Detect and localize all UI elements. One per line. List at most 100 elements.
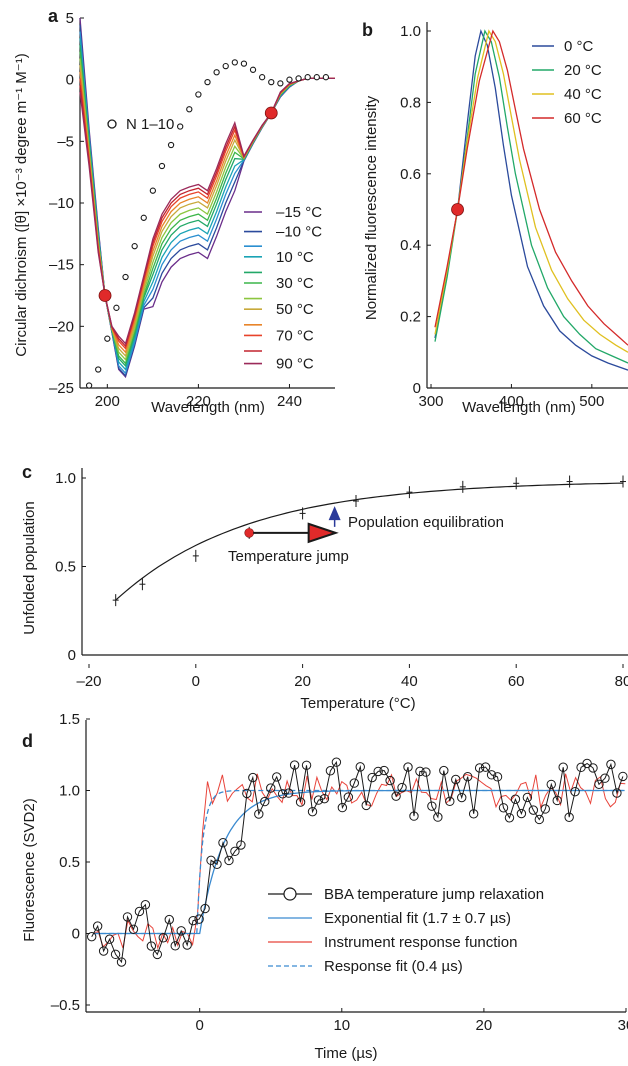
reference-legend-label: N 1–10: [126, 116, 174, 133]
bba-data-point: [498, 803, 509, 813]
bba-data-point: [594, 779, 604, 789]
panel-c-x-ticks: –20 0 20 40 60 80: [76, 664, 628, 690]
bba-data-point: [457, 792, 467, 803]
start-point: [244, 528, 254, 538]
bba-data-point: [355, 762, 365, 772]
isosbestic-point: [98, 289, 112, 302]
panel-c-axes: [81, 468, 628, 656]
panel-a-xlabel: Wavelength (nm): [151, 399, 265, 416]
bba-data-point: [606, 759, 616, 770]
reference-point: [95, 366, 102, 373]
legend-label-a: 10 °C: [276, 249, 314, 266]
bba-data-point: [433, 812, 443, 822]
panel-a-isosbestic-points: [98, 106, 278, 302]
panel-d-ylabel: Fluorescence (SVD2): [21, 798, 38, 941]
bba-data-point: [260, 796, 270, 807]
reference-point: [195, 91, 202, 98]
panel-d-y-tick-label: 0.5: [59, 854, 80, 871]
bba-data-point: [92, 921, 103, 931]
panel-c-y-ticks: 1.0 0.5 0: [55, 470, 86, 664]
bba-data-point: [98, 946, 109, 956]
bba-data-point: [277, 789, 288, 799]
bba-data-point: [361, 800, 371, 811]
panel-a-letter: a: [48, 6, 59, 26]
legend-b-label: 20 °C: [564, 62, 602, 79]
reference-point: [85, 382, 93, 389]
bba-data-point: [564, 812, 574, 822]
bba-data-point: [242, 788, 252, 799]
panel-c-y-tick-label: 1.0: [55, 470, 76, 487]
panel-d-y-tick-label: 1.0: [59, 783, 80, 800]
bba-data-point: [534, 814, 545, 825]
legend-d-label: BBA temperature jump relaxation: [324, 886, 544, 903]
bba-data-point: [492, 772, 503, 782]
panel-a-curves: [79, 17, 335, 379]
panel-d-letter: d: [22, 731, 33, 751]
bba-data-point: [403, 762, 413, 772]
legend-label-a: 90 °C: [276, 356, 314, 373]
panel-b-x-tick-label: 500: [579, 393, 604, 410]
panel-a: a 5 0 –5 –10 –15 –20 –25 200 220 240 Wavelength …: [13, 6, 335, 416]
reference-point: [277, 80, 284, 87]
panel-d-curves: [86, 757, 628, 967]
bba-data-point: [391, 791, 401, 801]
bba-data-point: [552, 795, 562, 806]
panel-d: d 1.5 1.0 0.5 0 –0.5 0 10 20 30 Time (µs) Fluor…: [21, 711, 628, 1062]
temperature-jump-label: Temperature jump: [228, 548, 349, 565]
bba-data-point: [600, 773, 610, 783]
bba-data-point: [582, 758, 592, 769]
fluorescence-curve: [434, 29, 628, 353]
bba-data-point: [349, 778, 359, 788]
reference-point: [304, 74, 311, 81]
reference-point: [322, 74, 330, 81]
panel-d-x-tick-label: 30: [618, 1017, 628, 1034]
legend-d-label: Response fit (0.4 µs): [324, 958, 463, 975]
bba-data-point: [164, 914, 174, 925]
reference-point: [167, 141, 175, 149]
reference-legend-marker: [107, 119, 117, 129]
panel-c-x-tick-label: 60: [508, 673, 525, 690]
panel-b-y-tick-label: 0.2: [400, 309, 421, 326]
bba-data-point: [439, 765, 449, 776]
reference-point: [313, 74, 320, 81]
panel-d-xlabel: Time (µs): [314, 1045, 377, 1062]
panel-b-x-tick-label: 300: [419, 393, 444, 410]
bba-data-point: [618, 771, 628, 782]
bba-data-point: [134, 906, 145, 917]
isosbestic-point: [451, 203, 464, 216]
bba-data-point: [570, 786, 580, 797]
reference-point: [149, 187, 157, 194]
bba-data-point: [451, 774, 461, 785]
exponential-fit-line: [93, 789, 625, 935]
panel-b-x-ticks: 300 400 500: [419, 384, 604, 410]
bba-data-point: [427, 801, 437, 811]
panel-d-y-tick-label: 1.5: [59, 711, 80, 728]
panel-a-x-ticks: 200 220 240: [95, 384, 302, 410]
legend-label-a: 70 °C: [276, 327, 314, 344]
bba-data-point: [104, 934, 115, 944]
panel-a-y-tick-label: 0: [66, 72, 74, 89]
bba-data-point: [224, 855, 234, 866]
bba-data-point: [397, 782, 407, 793]
panel-b-ylabel: Normalized fluorescence intensity: [363, 95, 380, 320]
panel-c-x-tick-label: –20: [76, 673, 101, 690]
panel-d-x-ticks: 0 10 20 30: [196, 1008, 628, 1034]
panel-a-x-tick-label: 240: [277, 393, 302, 410]
bba-data-point: [588, 763, 598, 773]
panel-d-x-tick-label: 20: [476, 1017, 493, 1034]
panel-b-y-ticks: 1.0 0.8 0.6 0.4 0.2 0: [400, 23, 431, 397]
bba-data-point: [283, 788, 294, 798]
panel-b-y-tick-label: 1.0: [400, 23, 421, 40]
reference-point: [104, 335, 111, 342]
bba-data-point: [128, 924, 139, 934]
panel-a-reference-circles: [85, 59, 330, 389]
panel-c: c 1.00.50 –20 0 20 40 60 80 Temperature (°C) …: [21, 462, 628, 712]
bba-data-point: [86, 931, 97, 942]
panel-b-y-tick-label: 0.6: [400, 166, 421, 183]
bba-data-point: [540, 804, 550, 814]
reference-point: [122, 273, 129, 281]
reference-point: [249, 66, 257, 73]
bba-data-point: [522, 792, 533, 803]
reference-point: [286, 76, 293, 83]
panel-b-isosbestic-points: [451, 203, 464, 216]
